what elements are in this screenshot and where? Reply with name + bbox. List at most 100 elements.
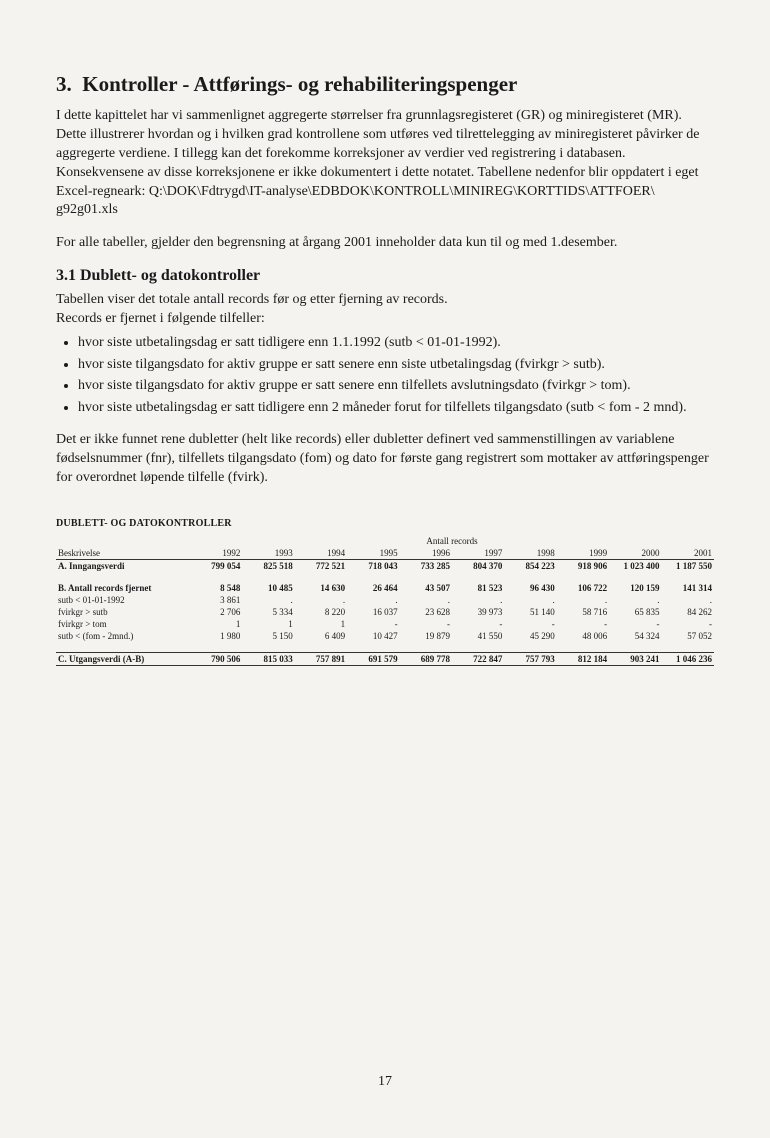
- cell-value: 757 793: [504, 653, 556, 666]
- subsection-heading: 3.1 Dublett- og datokontroller: [56, 267, 714, 285]
- year-header: 1999: [557, 547, 609, 560]
- cell-value: 733 285: [400, 560, 452, 573]
- cell-value: -: [347, 618, 399, 630]
- cell-value: 19 879: [400, 630, 452, 642]
- cell-value: 141 314: [662, 582, 714, 594]
- cell-value: 757 891: [295, 653, 347, 666]
- intro-paragraph-1: I dette kapittelet har vi sammenlignet a…: [56, 107, 714, 220]
- cell-value: -: [662, 618, 714, 630]
- cell-value: -: [400, 618, 452, 630]
- table-body: A. Inngangsverdi799 054825 518772 521718…: [56, 560, 714, 666]
- cell-value: 2 706: [190, 606, 242, 618]
- cell-value: 812 184: [557, 653, 609, 666]
- cell-value: 1 023 400: [609, 560, 661, 573]
- row-label: fvirkgr > sutb: [56, 606, 190, 618]
- cell-value: 26 464: [347, 582, 399, 594]
- cell-value: 1: [295, 618, 347, 630]
- cell-value: 48 006: [557, 630, 609, 642]
- cell-value: 3 861: [190, 594, 242, 606]
- cell-value: 58 716: [557, 606, 609, 618]
- sub31-p1: Tabellen viser det totale antall records…: [56, 291, 714, 310]
- cell-value: 825 518: [242, 560, 294, 573]
- cell-value: 1 187 550: [662, 560, 714, 573]
- year-header: 1996: [400, 547, 452, 560]
- cell-value: 918 906: [557, 560, 609, 573]
- cell-value: .: [662, 594, 714, 606]
- year-header: 2000: [609, 547, 661, 560]
- cell-value: 81 523: [452, 582, 504, 594]
- sub31-p3: Det er ikke funnet rene dubletter (helt …: [56, 431, 714, 488]
- cell-value: -: [504, 618, 556, 630]
- cell-value: 790 506: [190, 653, 242, 666]
- cell-value: .: [295, 594, 347, 606]
- sub31-p2: Records er fjernet i følgende tilfeller:: [56, 310, 714, 329]
- cell-value: 804 370: [452, 560, 504, 573]
- cell-value: .: [400, 594, 452, 606]
- cell-value: 10 427: [347, 630, 399, 642]
- cell-value: 1 980: [190, 630, 242, 642]
- col-desc-header: Beskrivelse: [56, 547, 190, 560]
- list-item: hvor siste tilgangsdato for aktiv gruppe…: [78, 376, 714, 396]
- page-number: 17: [0, 1074, 770, 1090]
- table-row: C. Utgangsverdi (A-B)790 506815 033757 8…: [56, 653, 714, 666]
- year-header: 1995: [347, 547, 399, 560]
- cell-value: 41 550: [452, 630, 504, 642]
- row-label: sutb < 01-01-1992: [56, 594, 190, 606]
- cell-value: 120 159: [609, 582, 661, 594]
- cell-value: .: [504, 594, 556, 606]
- list-item: hvor siste utbetalingsdag er satt tidlig…: [78, 333, 714, 353]
- table-row: sutb < (fom - 2mnd.)1 9805 1506 40910 42…: [56, 630, 714, 642]
- cell-value: 57 052: [662, 630, 714, 642]
- cell-value: 84 262: [662, 606, 714, 618]
- cell-value: 903 241: [609, 653, 661, 666]
- cell-value: 6 409: [295, 630, 347, 642]
- cell-value: 8 548: [190, 582, 242, 594]
- bullet-list: hvor siste utbetalingsdag er satt tidlig…: [56, 333, 714, 417]
- spacer-cell: [56, 642, 714, 653]
- cell-value: .: [609, 594, 661, 606]
- cell-value: 799 054: [190, 560, 242, 573]
- table-row: fvirkgr > sutb2 7065 3348 22016 03723 62…: [56, 606, 714, 618]
- year-header: 1994: [295, 547, 347, 560]
- data-table: Antall records Beskrivelse 1992199319941…: [56, 535, 714, 666]
- cell-value: 16 037: [347, 606, 399, 618]
- cell-value: 14 630: [295, 582, 347, 594]
- cell-value: 39 973: [452, 606, 504, 618]
- cell-value: 96 430: [504, 582, 556, 594]
- row-label: C. Utgangsverdi (A-B): [56, 653, 190, 666]
- table-title: DUBLETT- OG DATOKONTROLLER: [56, 518, 714, 529]
- row-label: fvirkgr > tom: [56, 618, 190, 630]
- cell-value: 772 521: [295, 560, 347, 573]
- cell-value: 106 722: [557, 582, 609, 594]
- document-page: 3. Kontroller - Attførings- og rehabilit…: [0, 0, 770, 1138]
- cell-value: -: [609, 618, 661, 630]
- cell-value: 54 324: [609, 630, 661, 642]
- cell-value: 854 223: [504, 560, 556, 573]
- cell-value: 1: [242, 618, 294, 630]
- cell-value: 815 033: [242, 653, 294, 666]
- year-header: 1992: [190, 547, 242, 560]
- year-header: 1993: [242, 547, 294, 560]
- cell-value: 8 220: [295, 606, 347, 618]
- table-row: fvirkgr > tom111-------: [56, 618, 714, 630]
- section-title-text: Kontroller - Attførings- og rehabiliteri…: [82, 72, 517, 96]
- spacer-cell: [56, 572, 714, 582]
- cell-value: -: [557, 618, 609, 630]
- row-label: B. Antall records fjernet: [56, 582, 190, 594]
- year-header: 1997: [452, 547, 504, 560]
- section-number: 3.: [56, 72, 72, 96]
- row-label: A. Inngangsverdi: [56, 560, 190, 573]
- year-header: 2001: [662, 547, 714, 560]
- section-heading: 3. Kontroller - Attførings- og rehabilit…: [56, 72, 714, 97]
- cell-value: 1 046 236: [662, 653, 714, 666]
- cell-value: 43 507: [400, 582, 452, 594]
- intro-paragraph-2: For alle tabeller, gjelder den begrensni…: [56, 234, 714, 253]
- cell-value: -: [452, 618, 504, 630]
- cell-value: 45 290: [504, 630, 556, 642]
- table-row: A. Inngangsverdi799 054825 518772 521718…: [56, 560, 714, 573]
- list-item: hvor siste tilgangsdato for aktiv gruppe…: [78, 355, 714, 375]
- cell-value: 722 847: [452, 653, 504, 666]
- cell-value: 51 140: [504, 606, 556, 618]
- cell-value: 689 778: [400, 653, 452, 666]
- super-header: Antall records: [190, 535, 714, 547]
